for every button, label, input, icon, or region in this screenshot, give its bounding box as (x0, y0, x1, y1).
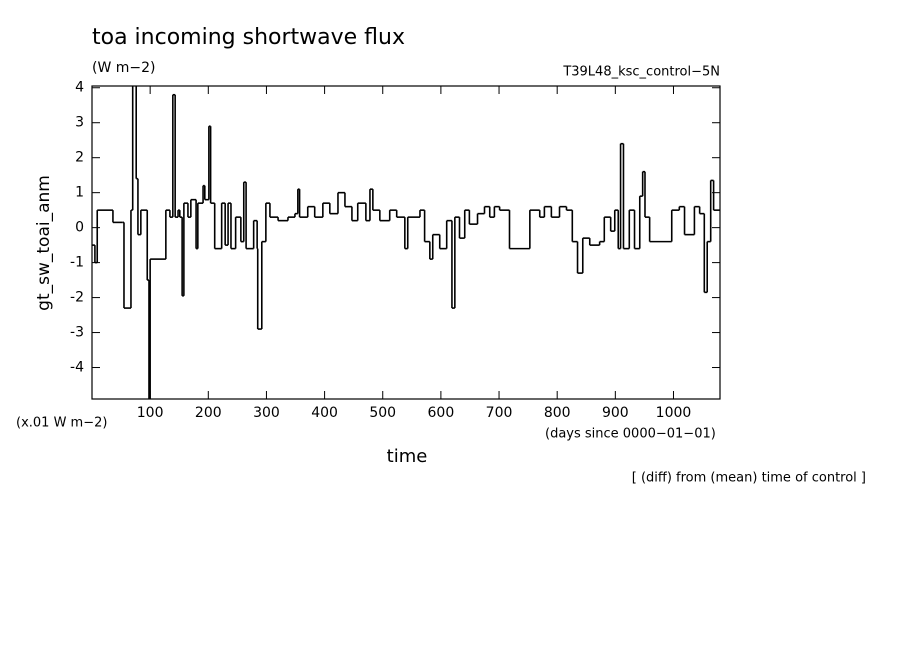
y-tick-label: 2 (75, 150, 84, 166)
y-tick-label: -2 (70, 290, 84, 306)
x-tick-label: 800 (544, 405, 571, 421)
footnote: [ (diff) from (mean) time of control ] (632, 471, 866, 486)
x-tick-label: 700 (486, 405, 513, 421)
y-tick-label: 3 (75, 115, 84, 131)
x-axis-label: time (387, 446, 428, 467)
units: (W m−2) (92, 60, 156, 76)
x-tick-label: 300 (253, 405, 280, 421)
y-tick-label: 1 (75, 185, 84, 201)
y-scale-note: (x.01 W m−2) (16, 416, 107, 431)
chart-title: toa incoming shortwave flux (92, 25, 405, 50)
x-tick-label: 400 (311, 405, 338, 421)
x-tick-label: 100 (137, 405, 164, 421)
run-label: T39L48_ksc_control−5N (562, 65, 720, 80)
x-tick-label: 200 (195, 405, 222, 421)
x-tick-label: 1000 (656, 405, 692, 421)
y-tick-label: -4 (70, 360, 84, 376)
x-units: (days since 0000−01−01) (545, 427, 716, 442)
y-tick-label: -3 (70, 325, 84, 341)
x-tick-label: 600 (428, 405, 455, 421)
plot-frame (91, 85, 721, 400)
series (92, 86, 720, 399)
y-tick-label: -1 (70, 255, 84, 271)
y-axis-label: gt_sw_toai_anm (34, 175, 54, 311)
y-tick-label: 0 (75, 220, 84, 236)
x-tick-label: 900 (602, 405, 629, 421)
x-tick-label: 500 (369, 405, 396, 421)
y-tick-label: 4 (75, 80, 84, 96)
